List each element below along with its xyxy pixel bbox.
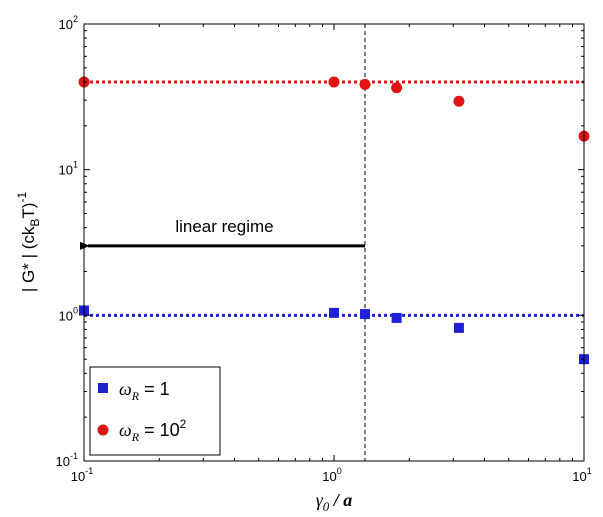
- x-axis-label-tail: / a: [329, 490, 352, 510]
- y-axis-label-sub: B: [28, 219, 42, 227]
- series-1-point-2: [359, 78, 371, 90]
- y-tick-label-0: 10-1: [56, 451, 78, 469]
- legend-box: [89, 366, 221, 456]
- x-axis-label-sub: 0: [323, 499, 330, 514]
- svg-text:| G* | (ckBT)-1: | G* | (ckBT)-1: [15, 192, 42, 293]
- series-1-point-3: [391, 82, 403, 94]
- series-0-point-4: [453, 322, 464, 333]
- y-axis-label-sup: -1: [15, 192, 29, 203]
- series-0-point-3: [391, 312, 402, 323]
- x-tick-label-2: 101: [572, 466, 591, 484]
- y-tick-label-3: 102: [59, 14, 78, 32]
- plot-frame: [83, 23, 585, 462]
- y-axis-label-main: | G* | (ck: [19, 226, 38, 292]
- legend-marker-circle: [97, 424, 109, 436]
- x-axis-label: γ0 / a: [316, 490, 353, 514]
- annotations: linear regime: [80, 217, 365, 250]
- series-1-point-4: [453, 95, 465, 107]
- x-tick-label-0: 10-1: [71, 466, 93, 484]
- legend-marker-square: [98, 383, 108, 393]
- data-marks: [78, 76, 590, 365]
- series-0-point-2: [359, 309, 370, 320]
- x-axis-label-main: γ: [316, 490, 324, 510]
- legend: ωR = 1 ωR = 102: [89, 366, 221, 456]
- y-axis-label: | G* | (ckBT)-1: [15, 192, 42, 293]
- series-0-point-1: [329, 307, 339, 318]
- x-tick-label-1: 100: [322, 466, 341, 484]
- axis-ticks: 10-1 100 101 10-1 100 101 102: [56, 14, 592, 484]
- legend-entry-1: ωR = 1: [119, 379, 170, 403]
- y-axis-label-tail: T): [19, 203, 38, 219]
- y-tick-label-1: 100: [59, 305, 78, 323]
- y-tick-label-2: 101: [59, 160, 78, 178]
- reference-lines: [84, 24, 584, 461]
- legend-entry-2: ωR = 102: [119, 417, 187, 444]
- series-1-point-1: [328, 76, 340, 88]
- annotation-text-0: linear regime: [175, 217, 273, 236]
